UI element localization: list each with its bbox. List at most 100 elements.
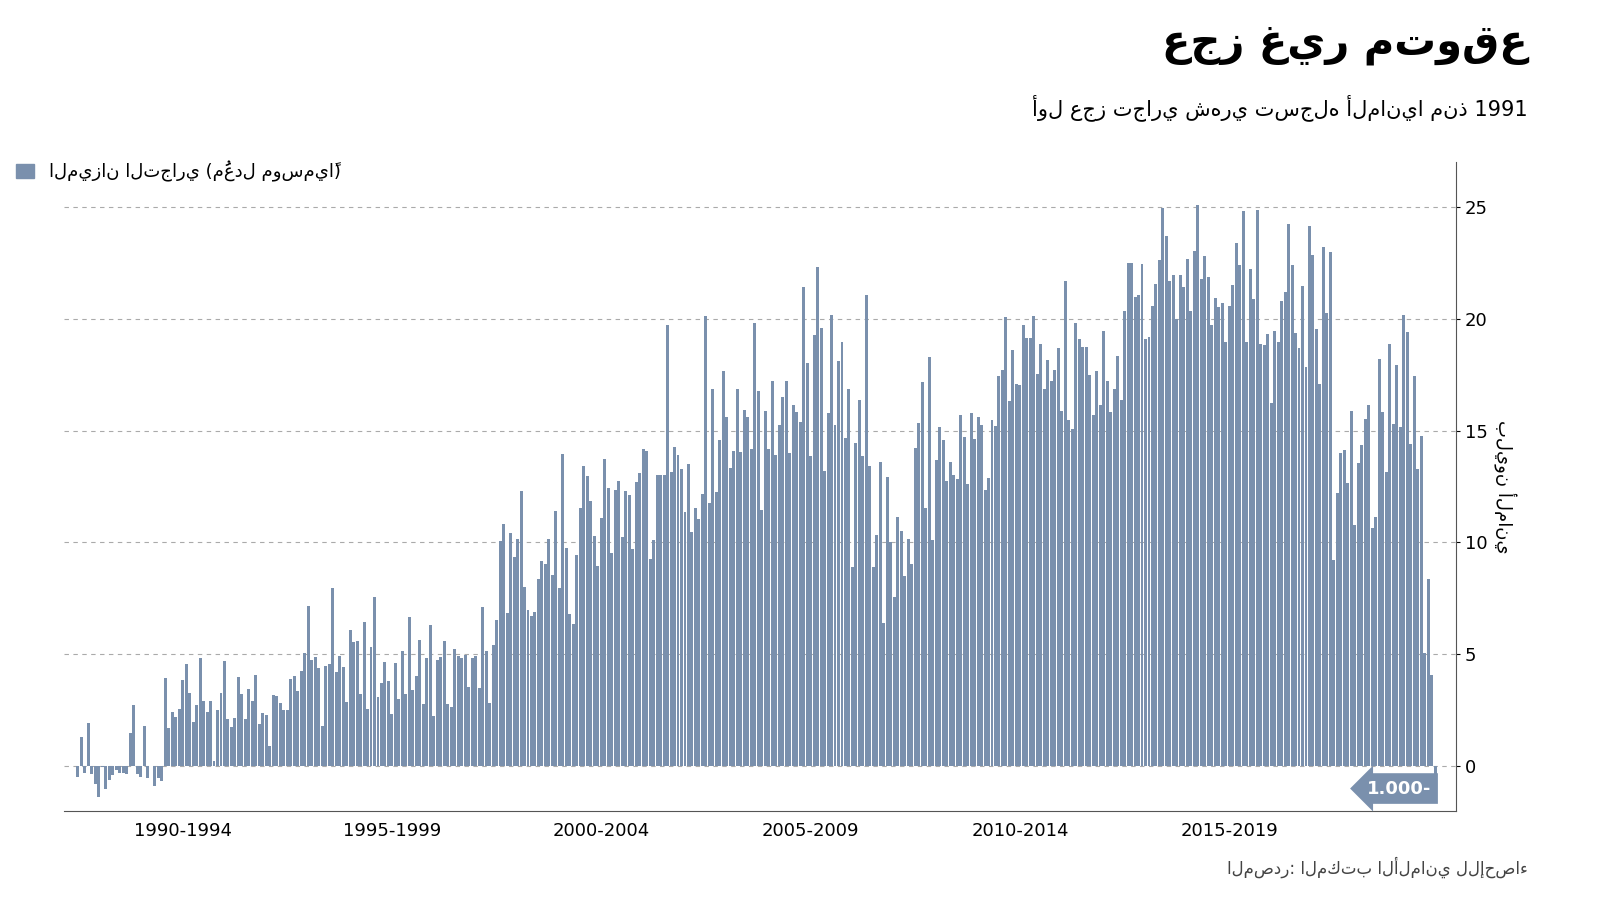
Bar <box>526 610 530 766</box>
Bar <box>784 381 787 766</box>
Bar <box>712 389 714 766</box>
Bar <box>1158 260 1162 766</box>
Bar <box>904 576 906 766</box>
Bar <box>1259 344 1262 766</box>
Bar <box>806 363 808 766</box>
Bar <box>296 690 299 766</box>
Bar <box>1342 450 1346 766</box>
Bar <box>1117 356 1118 766</box>
Bar <box>461 658 462 766</box>
Bar <box>656 475 659 766</box>
Bar <box>917 423 920 766</box>
Bar <box>1392 424 1395 766</box>
Bar <box>645 450 648 766</box>
Bar <box>795 413 798 766</box>
Bar <box>1186 259 1189 766</box>
Bar <box>1227 306 1230 766</box>
Bar <box>878 462 882 766</box>
Bar <box>1307 226 1310 766</box>
Bar <box>1123 311 1126 766</box>
Bar <box>1168 281 1171 766</box>
Bar <box>1150 306 1154 766</box>
Bar <box>1002 369 1003 766</box>
Bar <box>456 656 459 766</box>
Bar <box>920 382 923 766</box>
Bar <box>970 413 973 766</box>
Bar <box>160 766 163 781</box>
Bar <box>938 426 941 766</box>
Bar <box>1197 205 1200 766</box>
Bar <box>130 733 131 766</box>
Bar <box>638 473 642 766</box>
Bar <box>742 410 746 766</box>
Bar <box>1301 286 1304 766</box>
Bar <box>1224 342 1227 766</box>
Bar <box>358 694 362 766</box>
Bar <box>1402 315 1405 766</box>
Bar <box>910 564 914 766</box>
Bar <box>1035 374 1038 766</box>
Bar <box>946 481 949 766</box>
Bar <box>653 540 654 766</box>
Bar <box>624 491 627 766</box>
Bar <box>760 510 763 766</box>
Bar <box>1378 359 1381 766</box>
Bar <box>317 668 320 766</box>
Bar <box>86 724 90 766</box>
Bar <box>848 389 851 766</box>
Bar <box>370 647 373 766</box>
Bar <box>1091 414 1094 766</box>
Bar <box>1026 338 1029 766</box>
Bar <box>254 676 258 766</box>
Bar <box>227 718 229 766</box>
Bar <box>1262 345 1266 766</box>
Bar <box>899 532 902 766</box>
Bar <box>1336 493 1339 766</box>
Bar <box>757 391 760 766</box>
Bar <box>482 607 485 766</box>
Bar <box>346 702 349 766</box>
Bar <box>1019 385 1021 766</box>
Bar <box>698 519 701 766</box>
Bar <box>1106 381 1109 766</box>
Bar <box>771 381 774 766</box>
Bar <box>216 710 219 766</box>
Bar <box>387 681 390 766</box>
Bar <box>133 705 136 766</box>
Bar <box>282 710 285 766</box>
Bar <box>258 724 261 766</box>
Bar <box>1189 311 1192 766</box>
Bar <box>963 437 965 766</box>
Bar <box>822 471 826 766</box>
Bar <box>781 396 784 766</box>
Bar <box>1238 265 1242 766</box>
Bar <box>1120 400 1123 766</box>
Bar <box>1138 295 1141 766</box>
Bar <box>701 494 704 766</box>
Bar <box>338 656 341 766</box>
Bar <box>990 420 994 766</box>
Bar <box>914 448 917 766</box>
Bar <box>725 416 728 766</box>
Bar <box>1126 263 1130 766</box>
Bar <box>739 452 742 766</box>
Bar <box>942 441 944 766</box>
Bar <box>571 623 574 766</box>
Bar <box>858 400 861 766</box>
Bar <box>355 641 358 766</box>
Bar <box>934 460 938 766</box>
Bar <box>440 658 442 766</box>
Bar <box>1210 325 1213 766</box>
Bar <box>453 649 456 766</box>
Bar <box>405 695 408 766</box>
Bar <box>1277 341 1280 766</box>
Bar <box>789 453 790 766</box>
Bar <box>467 687 470 766</box>
Bar <box>750 449 752 766</box>
Bar <box>1381 412 1384 766</box>
Bar <box>488 703 491 766</box>
Bar <box>662 475 666 766</box>
Bar <box>1074 323 1077 766</box>
Bar <box>981 424 982 766</box>
Bar <box>1304 367 1307 766</box>
